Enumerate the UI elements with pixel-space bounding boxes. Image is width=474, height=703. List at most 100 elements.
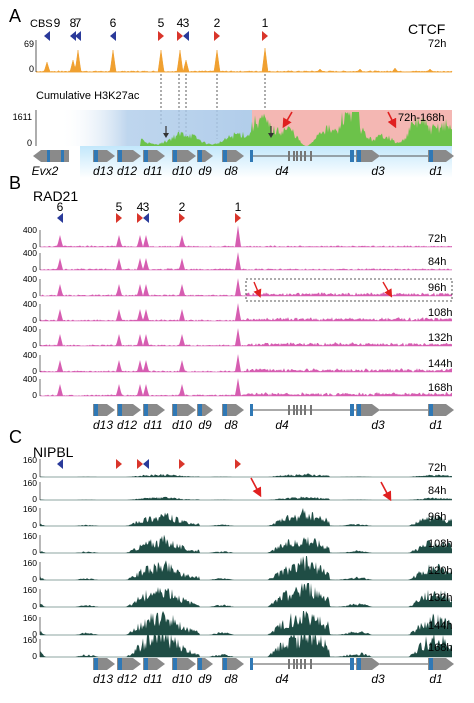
rad21-scale-max: 400 [23, 274, 37, 284]
panel-b-letter: B [9, 173, 21, 193]
nipbl-scale-min: 0 [32, 520, 37, 530]
ctcf-label: CTCF [408, 21, 445, 37]
gene-label: d11 [143, 164, 162, 178]
panel-c-letter: C [9, 427, 22, 447]
h3k27ac-scale-min: 0 [27, 138, 32, 148]
nipbl-signal [40, 633, 452, 657]
cbs-reverse-icon [75, 31, 81, 41]
rad21-scale-min: 0 [32, 390, 37, 400]
rad21-signal [40, 354, 452, 372]
nipbl-signal [40, 496, 452, 500]
gene-track-c: d13 d12 d11 d10 d9 d8 d4 d3 d1 [93, 658, 454, 686]
nipbl-scale-max: 160 [23, 635, 37, 645]
cbs-forward-icon [116, 459, 122, 469]
nipbl-track-84h: 160 0 84h [23, 478, 452, 504]
cbs-forward-icon [158, 31, 164, 41]
gene-label: d12 [117, 164, 137, 178]
gene-d4: d4 [250, 658, 454, 686]
cbs-reverse-icon [57, 213, 63, 223]
highlight-box [245, 278, 453, 302]
gene-d11: d11 [143, 150, 165, 178]
nipbl-scale-max: 160 [23, 504, 37, 514]
pointer-arrows-c [250, 477, 392, 502]
cbs-forward-icon [137, 459, 143, 469]
rad21-track-96h: 400 0 96h [23, 274, 452, 300]
gene-d1: d1 [428, 404, 448, 432]
rad21-scale-min: 0 [32, 315, 37, 325]
cbs-reverse-icon [183, 31, 189, 41]
gene-label: d4 [275, 164, 289, 178]
nipbl-scale-min: 0 [32, 651, 37, 661]
panel-c-title: NIPBL [33, 444, 74, 460]
h3k27ac-scale-max: 1611 [13, 112, 32, 122]
cbs-reverse-icon [57, 459, 63, 469]
gene-label: d13 [93, 672, 113, 686]
rad21-tracks: 400072h400084h400096h4000108h4000132h400… [23, 225, 453, 400]
rad21-track-132h: 400 0 132h [23, 324, 453, 350]
cbs-forward-icon [179, 213, 185, 223]
cbs-site-label: 1 [262, 16, 269, 30]
gene-d8: d8 [222, 404, 244, 432]
nipbl-scale-min: 0 [32, 574, 37, 584]
cbs-forward-icon [262, 31, 268, 41]
gene-label: d1 [429, 672, 442, 686]
cbs-label: CBS [30, 18, 53, 30]
red-arrow-icon [250, 477, 262, 498]
down-arrow-icon [268, 133, 274, 138]
cbs-site-label: 4 [177, 16, 184, 30]
region-blue [60, 110, 252, 146]
gene-label: d11 [143, 672, 162, 686]
gene-label: d3 [371, 164, 385, 178]
cbs-reverse-icon [143, 459, 149, 469]
nipbl-track-168h: 160 0 168h [23, 633, 452, 661]
cbs-site-label: 6 [57, 200, 64, 214]
cbs-site-label: 3 [143, 200, 150, 214]
gene-label: d10 [172, 164, 192, 178]
rad21-track-144h: 400 0 144h [23, 350, 453, 376]
cbs-markers-c [57, 459, 241, 469]
rad21-scale-min: 0 [32, 340, 37, 350]
h3k27ac-label: Cumulative H3K27ac [36, 90, 140, 102]
rad21-track-72h: 400 0 72h [23, 225, 452, 251]
cbs-reverse-icon [70, 31, 76, 41]
cbs-site-label: 3 [183, 16, 190, 30]
panel-a-letter: A [9, 6, 21, 26]
cbs-forward-icon [214, 31, 220, 41]
gene-label: d8 [224, 672, 238, 686]
h3k27ac-track [36, 112, 452, 146]
cbs-forward-icon [116, 213, 122, 223]
gene-d10: d10 [172, 150, 196, 178]
nipbl-time-label: 72h [428, 462, 446, 474]
gene-d1: d1 [428, 658, 448, 686]
rad21-track-84h: 400 0 84h [23, 248, 452, 274]
gene-label: d4 [275, 672, 289, 686]
gene-d13: d13 [93, 658, 115, 686]
pointer-arrows-b [253, 281, 393, 298]
gene-Evx2: Evx2 [32, 150, 69, 178]
nipbl-scale-max: 160 [23, 455, 37, 465]
gene-label: d9 [198, 672, 212, 686]
gene-d3: d3 [356, 150, 385, 178]
red-arrow-icon [282, 111, 293, 129]
nipbl-time-label: 96h [428, 511, 446, 523]
gene-label: d12 [117, 418, 137, 432]
nipbl-time-label: 108h [428, 538, 452, 550]
rad21-scale-min: 0 [32, 264, 37, 274]
cbs-forward-icon [235, 459, 241, 469]
gene-d4: d4 [250, 404, 454, 432]
red-arrow-icon [380, 481, 392, 502]
nipbl-signal [40, 583, 452, 607]
gene-label: d9 [198, 164, 212, 178]
rad21-time-label: 108h [428, 307, 452, 319]
nipbl-track-120h: 160 0 120h [23, 556, 452, 584]
nipbl-signal [40, 534, 452, 553]
nipbl-time-label: 168h [428, 642, 452, 654]
gene-label: d3 [371, 418, 385, 432]
gene-d11: d11 [143, 658, 165, 686]
pointer-arrows-a [163, 111, 397, 138]
nipbl-signal [40, 556, 452, 580]
gene-d8: d8 [222, 150, 244, 178]
nipbl-scale-max: 160 [23, 585, 37, 595]
nipbl-scale-min: 0 [32, 547, 37, 557]
